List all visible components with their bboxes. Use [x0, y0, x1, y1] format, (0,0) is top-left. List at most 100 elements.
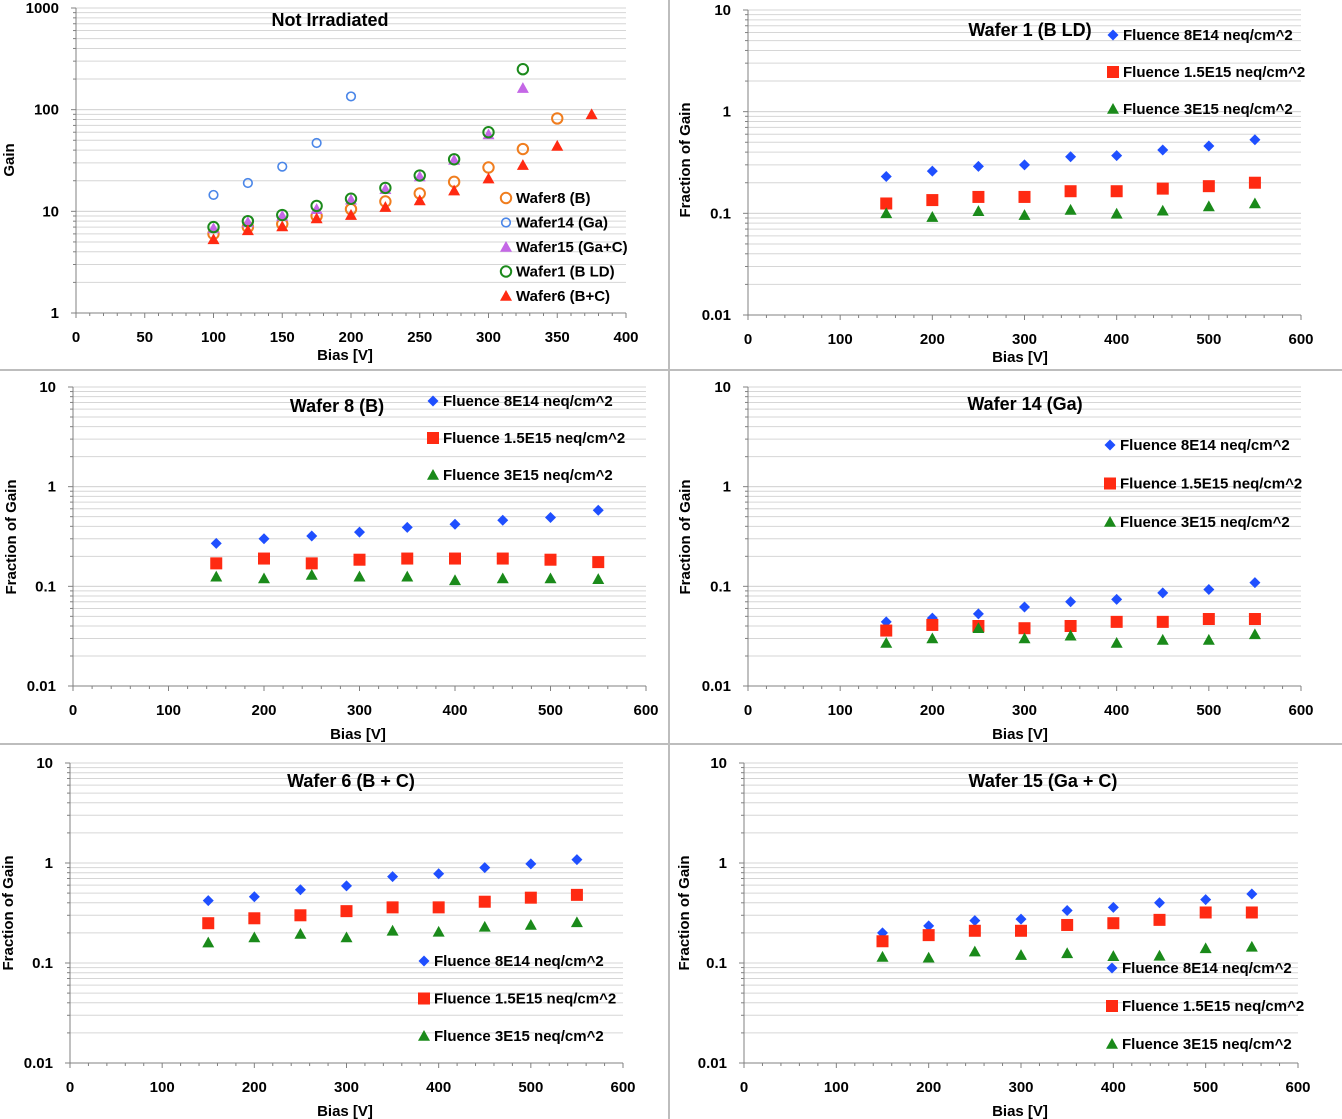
data-point: [972, 205, 985, 216]
data-point: [242, 177, 253, 189]
data-point: [496, 572, 509, 584]
x-tick-label: 600: [610, 1079, 635, 1096]
legend: Fluence 8E14 neq/cm^2 Fluence 1.5E15 neq/…: [427, 393, 625, 484]
y-tick-label: 0.01: [27, 678, 56, 695]
data-point: [1245, 906, 1258, 919]
data-point: [1110, 637, 1123, 648]
data-point: [1065, 596, 1077, 608]
data-point: [294, 909, 307, 922]
data-point: [497, 514, 509, 526]
data-point: [353, 553, 366, 566]
gridlines: [73, 386, 646, 687]
legend-marker: [1106, 1038, 1118, 1049]
legend-marker: [1107, 29, 1119, 41]
data-point: [1200, 894, 1212, 906]
data-point: [922, 951, 935, 963]
data-point: [1111, 593, 1123, 605]
legend-label: Fluence 3E15 neq/cm^2: [1122, 1036, 1292, 1053]
x-tick-label: 300: [347, 702, 372, 719]
legend-marker: [1107, 103, 1119, 114]
data-point: [972, 190, 985, 203]
data-point: [926, 194, 939, 207]
y-axis-title: Fraction of Gain: [676, 855, 693, 970]
data-point: [516, 63, 530, 76]
data-point: [516, 82, 529, 93]
data-point: [592, 573, 605, 584]
data-point: [1153, 949, 1166, 961]
legend-marker: [418, 955, 430, 967]
legend: Fluence 8E14 neq/cm^2 Fluence 1.5E15 neq/…: [418, 953, 616, 1045]
legend-marker: [499, 191, 513, 205]
series-2: [202, 916, 583, 948]
chart-title: Wafer 15 (Ga + C): [969, 771, 1118, 791]
data-point: [432, 925, 445, 937]
legend-marker: [427, 469, 439, 480]
x-tick-label: 200: [920, 702, 945, 719]
legend-label: Wafer6 (B+C): [516, 288, 610, 305]
data-point: [880, 637, 893, 648]
x-axis-title: Bias [V]: [992, 349, 1048, 366]
data-point: [1065, 151, 1077, 163]
x-tick-label: 0: [744, 702, 752, 719]
x-tick-label: 0: [69, 702, 77, 719]
data-point: [1019, 601, 1030, 613]
data-point: [208, 189, 219, 201]
x-tick-label: 400: [613, 329, 638, 346]
data-point: [345, 209, 357, 220]
data-point: [1248, 613, 1261, 626]
legend-label: Fluence 3E15 neq/cm^2: [1120, 514, 1290, 531]
x-axis-title: Bias [V]: [317, 347, 373, 364]
y-tick-label: 1: [723, 479, 731, 496]
legend-label: Fluence 1.5E15 neq/cm^2: [443, 430, 625, 447]
data-point: [1018, 190, 1031, 203]
data-point: [1061, 918, 1074, 931]
data-point: [248, 912, 261, 925]
data-point: [449, 574, 461, 586]
y-tick-label: 0.1: [710, 205, 731, 222]
data-point: [210, 537, 222, 549]
data-point: [202, 895, 214, 907]
legend-marker: [418, 1030, 430, 1041]
data-point: [387, 871, 399, 883]
legend-marker: [1104, 439, 1116, 451]
data-point: [926, 632, 939, 644]
data-point: [1249, 134, 1261, 146]
data-point: [482, 172, 495, 184]
data-point: [926, 618, 939, 631]
data-point: [1107, 950, 1120, 961]
data-point: [551, 112, 564, 125]
data-point: [516, 159, 529, 170]
data-point: [1245, 940, 1258, 952]
data-point: [876, 950, 889, 962]
series-3: [207, 63, 530, 234]
x-tick-label: 200: [338, 329, 363, 346]
chart-title: Wafer 6 (B + C): [287, 771, 415, 791]
y-tick-label: 10: [42, 203, 59, 220]
data-point: [449, 552, 461, 565]
y-tick-label: 10: [710, 755, 727, 772]
x-tick-label: 100: [824, 1079, 849, 1096]
y-tick-label: 0.1: [710, 578, 731, 595]
legend-label: Fluence 1.5E15 neq/cm^2: [1122, 998, 1304, 1015]
data-point: [1064, 203, 1077, 215]
legend: Fluence 8E14 neq/cm^2 Fluence 1.5E15 neq/…: [1107, 27, 1305, 118]
y-tick-label: 100: [34, 102, 59, 119]
data-point: [413, 169, 426, 182]
data-point: [1018, 209, 1031, 220]
data-point: [306, 530, 318, 542]
legend-marker: [427, 395, 439, 407]
x-tick-label: 100: [201, 329, 226, 346]
legend-label: Fluence 1.5E15 neq/cm^2: [1120, 476, 1302, 493]
series-2: [880, 197, 1261, 222]
y-axis-title: Fraction of Gain: [677, 102, 694, 217]
series-4: [207, 108, 598, 245]
legend-label: Fluence 3E15 neq/cm^2: [1123, 101, 1293, 118]
x-tick-label: 300: [334, 1079, 359, 1096]
data-point: [241, 224, 254, 236]
x-tick-label: 300: [1012, 702, 1037, 719]
data-point: [585, 108, 598, 120]
data-point: [524, 918, 537, 930]
data-point: [294, 927, 307, 939]
legend-label: Fluence 8E14 neq/cm^2: [443, 393, 613, 410]
